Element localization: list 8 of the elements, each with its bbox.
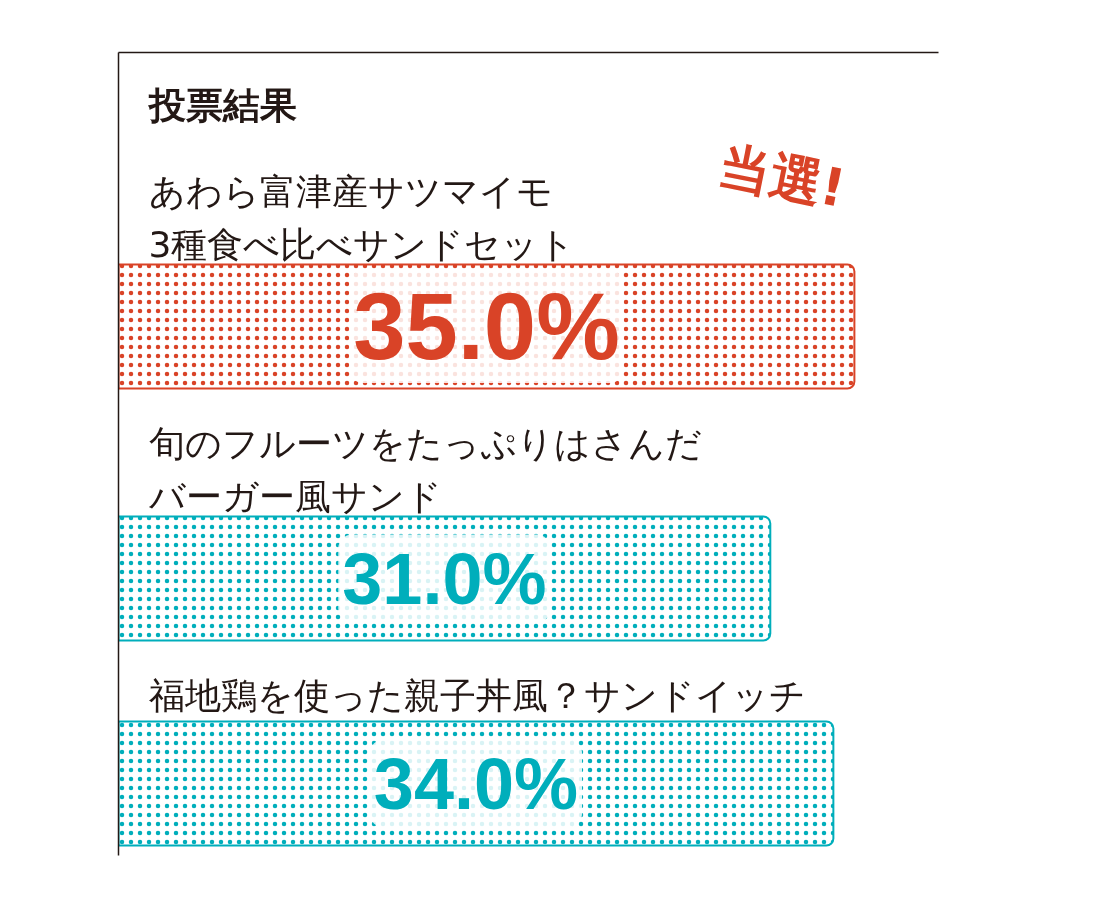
data-label: 34.0% — [373, 743, 579, 824]
annotation: 当選! — [713, 134, 851, 219]
y-tick-label: 福地鶏を使った親子丼風？サンドイッチ — [148, 674, 806, 716]
y-tick-label: 旬のフルーツをたっぷりはさんだバーガー風サンド — [147, 422, 702, 518]
text: 投票結果 — [146, 84, 297, 127]
data-label: 31.0% — [342, 538, 547, 619]
y-tick-label: あわら富津産サツマイモ3種食べ比べサンドセット — [148, 170, 576, 266]
data-label: 35.0% — [353, 274, 620, 379]
